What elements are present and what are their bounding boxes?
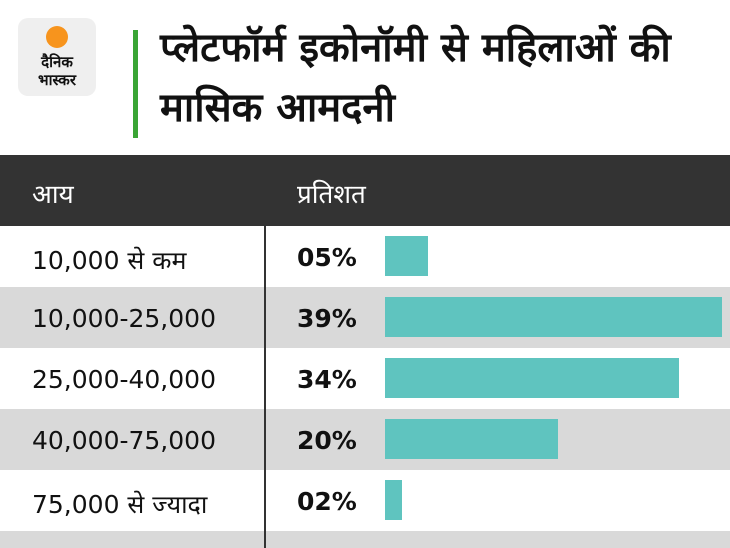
category-label: 75,000 से ज्यादा [32, 490, 208, 519]
table-row: 75,000 से ज्यादा 02% [0, 470, 730, 531]
bar [385, 236, 429, 276]
bar [385, 358, 679, 398]
category-label: 25,000-40,000 [32, 365, 216, 394]
table-row: 10,000-25,000 39% [0, 287, 730, 348]
logo-text: दैनिक [41, 53, 73, 71]
column-header: आय [32, 180, 74, 210]
logo-sun [46, 26, 68, 48]
footer-strip [0, 531, 730, 548]
bar [385, 419, 558, 459]
value-label: 20% [297, 426, 357, 455]
category-label: 10,000 से कम [32, 246, 187, 275]
category-label: 40,000-75,000 [32, 426, 216, 455]
table-row: 10,000 से कम 05% [0, 226, 730, 287]
logo: दैनिक भास्कर [18, 18, 96, 96]
value-label: 39% [297, 304, 357, 333]
table-row: 25,000-40,000 34% [0, 348, 730, 409]
accent-bar [133, 30, 138, 138]
bar [385, 480, 403, 520]
value-label: 34% [297, 365, 357, 394]
table-header: आय प्रतिशत [0, 155, 730, 226]
value-label: 02% [297, 487, 357, 516]
column-header: प्रतिशत [297, 180, 366, 210]
table-row: 40,000-75,000 20% [0, 409, 730, 470]
value-label: 05% [297, 243, 357, 272]
column-divider [264, 226, 266, 548]
logo-text: भास्कर [38, 71, 76, 89]
category-label: 10,000-25,000 [32, 304, 216, 333]
bar [385, 297, 722, 337]
chart-title: प्लेटफॉर्म इकोनॉमी से महिलाओं की मासिक आ… [160, 25, 671, 131]
